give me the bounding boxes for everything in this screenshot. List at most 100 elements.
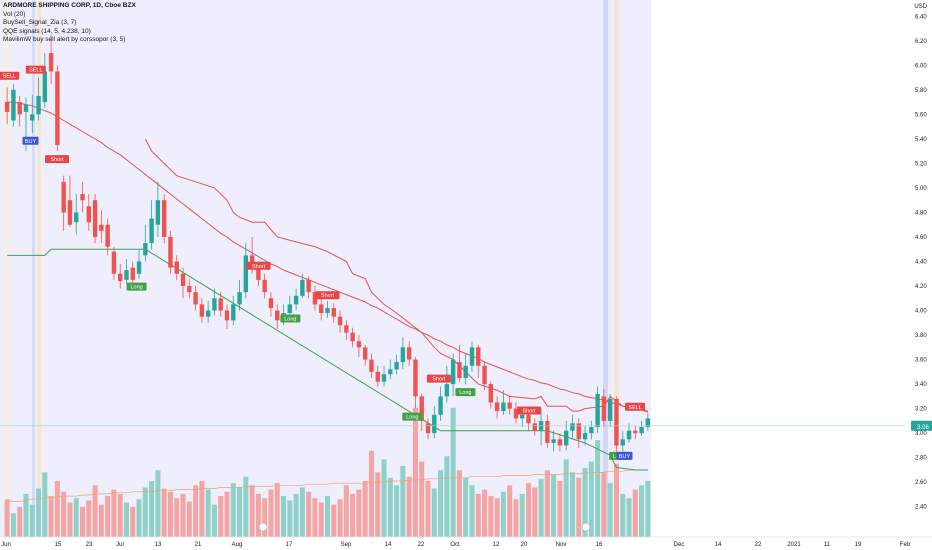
volume-bar <box>167 491 173 537</box>
volume-bar <box>92 485 98 537</box>
volume-bar <box>318 502 324 537</box>
x-tick-label: Nov <box>556 542 567 548</box>
candle-body <box>55 71 60 146</box>
candle-body <box>11 89 16 121</box>
candle-body <box>344 325 349 333</box>
volume-bar <box>174 498 180 537</box>
volume-bar <box>632 489 638 537</box>
signal-label: SELL <box>29 68 42 74</box>
candle-body <box>419 396 424 421</box>
candle-body <box>557 439 563 446</box>
volume-bar <box>180 493 186 537</box>
signal-badge <box>25 65 46 74</box>
signal-label: BUY <box>25 139 37 145</box>
volume-bar <box>576 477 582 537</box>
y-tick-label: 5.80 <box>915 88 927 94</box>
volume-bar <box>463 477 469 537</box>
volume-bar <box>563 459 569 537</box>
x-tick-label: 20 <box>521 542 528 548</box>
volume-bar <box>211 504 217 537</box>
x-tick-label: Aug <box>232 542 243 548</box>
volume-bar <box>368 450 374 537</box>
signal-badge <box>616 451 633 460</box>
candle-body <box>42 71 48 103</box>
volume-bar <box>639 485 645 537</box>
candle-body <box>595 393 600 428</box>
volume-bar <box>607 483 613 537</box>
volume-bar <box>569 472 575 537</box>
signal-badge <box>315 291 340 300</box>
candle-body <box>639 427 644 434</box>
x-tick-label: 11 <box>824 542 831 548</box>
signal-label: BUY <box>619 454 631 460</box>
x-tick-label: Dec <box>674 542 685 548</box>
x-tick-label: 13 <box>155 542 162 548</box>
candle-body <box>4 102 10 112</box>
x-tick-label: 15 <box>55 542 62 548</box>
signal-label: Long <box>459 390 471 396</box>
legend-entry[interactable]: Vol (20) <box>3 10 26 18</box>
candle-body <box>224 310 230 321</box>
volume-bar <box>500 491 506 537</box>
signal-label: Long <box>284 317 296 323</box>
volume-bar <box>519 493 525 537</box>
candle-body <box>256 267 261 280</box>
candle-body <box>136 261 142 274</box>
candle-body <box>300 279 305 296</box>
volume-bar <box>444 456 450 537</box>
volume-bar <box>350 493 356 537</box>
legend-entry[interactable]: QQE signals (14, 5, 4.238, 10) <box>3 27 91 35</box>
candle-body <box>388 369 393 375</box>
candle-body <box>218 298 223 311</box>
candle-body <box>67 200 73 225</box>
volume-bar <box>10 513 16 537</box>
volume-bar <box>117 493 123 537</box>
volume-bar <box>626 498 632 537</box>
candle-body <box>243 255 249 293</box>
volume-bar <box>262 498 268 537</box>
candle-body <box>337 316 343 326</box>
chart-title: ARDMORE SHIPPING CORP, 1D, Cboe BZX <box>3 2 136 9</box>
candle-body <box>325 308 330 313</box>
volume-bar <box>293 493 299 537</box>
y-tick-label: 6.40 <box>915 14 927 20</box>
volume-bar <box>544 470 550 537</box>
candle-body <box>193 292 198 305</box>
candle-body <box>287 304 293 313</box>
volume-bar <box>205 489 211 537</box>
currency-label: USD <box>914 4 927 10</box>
x-tick-label: 16 <box>596 542 603 548</box>
candle-body <box>237 292 242 305</box>
y-tick-label: 5.60 <box>915 112 927 118</box>
volume-bar <box>482 489 488 537</box>
legend-entry[interactable]: MavilimW buy sell alert by corssopor (3,… <box>3 36 126 44</box>
y-tick-label: 5.20 <box>915 161 927 167</box>
volume-bar <box>73 498 79 537</box>
volume-bar <box>331 504 337 537</box>
signal-label: Short <box>522 408 536 414</box>
volume-bar <box>588 461 594 537</box>
candle-body <box>425 423 431 434</box>
signal-label: Long <box>130 285 142 291</box>
candle-body <box>576 423 581 440</box>
x-tick-label: 19 <box>855 542 862 548</box>
volume-bar <box>287 500 293 537</box>
y-tick-label: 2.40 <box>915 505 927 511</box>
signal-band <box>4 0 8 537</box>
x-tick-label: Jul <box>116 542 124 548</box>
y-tick-label: 4.80 <box>915 210 927 216</box>
volume-bar <box>186 501 192 537</box>
last-price-label: 3.06 <box>917 425 929 431</box>
last-price-badge <box>911 420 932 431</box>
candle-body <box>86 206 91 223</box>
candle-body <box>319 304 324 313</box>
legend-entry[interactable]: BuySell_Signal_Zia (3, 7) <box>3 19 77 27</box>
y-tick-label: 3.40 <box>915 382 927 388</box>
volume-bar <box>193 485 199 537</box>
volume-bar <box>620 493 626 537</box>
y-tick-label: 5.00 <box>915 186 927 192</box>
candle-body <box>61 181 66 213</box>
x-tick-label: 17 <box>286 542 293 548</box>
signal-label: SELL <box>3 74 16 80</box>
